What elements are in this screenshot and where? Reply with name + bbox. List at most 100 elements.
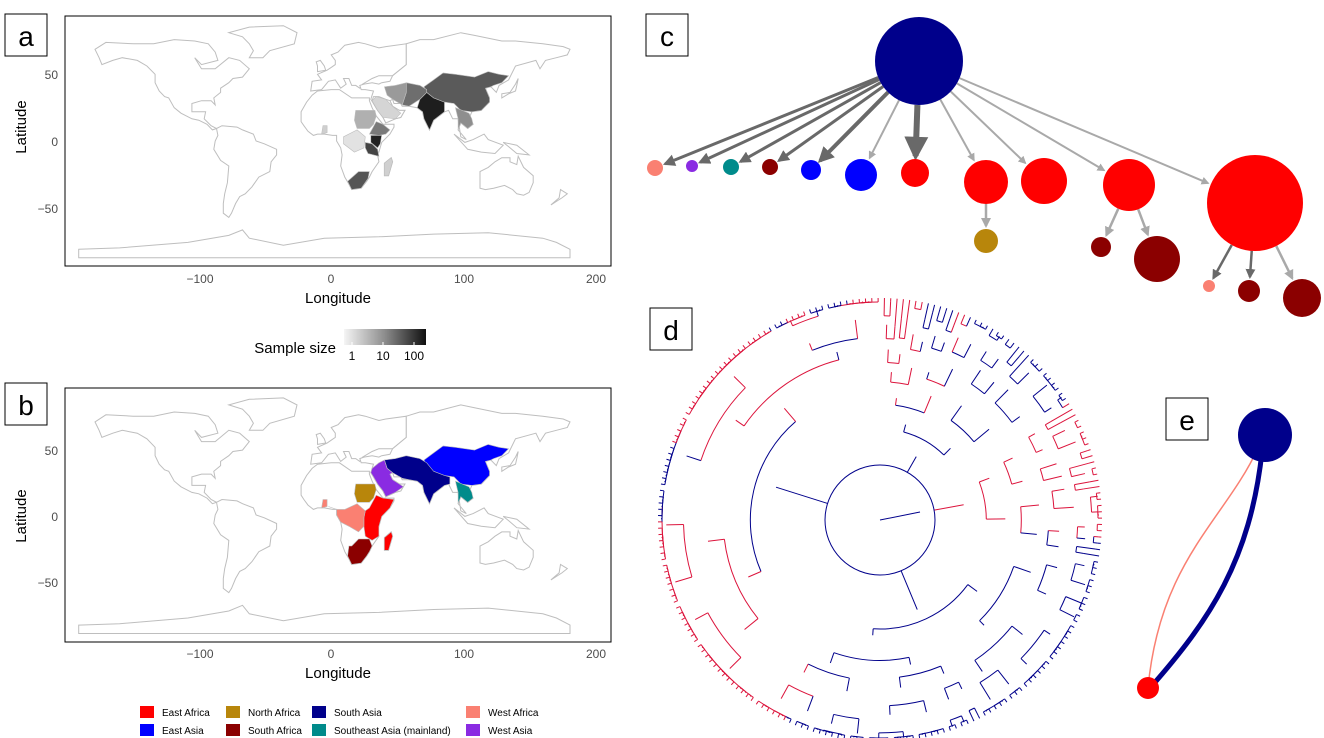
- tree-branch: [1077, 614, 1081, 617]
- legend-swatch: [466, 724, 480, 736]
- tree-arc: [666, 565, 669, 572]
- tree-arc: [1073, 614, 1077, 621]
- legend-label: North Africa: [248, 708, 301, 719]
- land-newguinea: [502, 515, 531, 530]
- region-north-africa: [354, 483, 377, 503]
- tree-arc: [702, 388, 707, 394]
- legend-swatch: [312, 724, 326, 736]
- ytick: 50: [45, 68, 59, 82]
- tree-branch: [803, 311, 806, 315]
- tree-arc: [707, 612, 742, 658]
- tree-arc: [1089, 497, 1093, 513]
- tree-branch: [791, 316, 794, 320]
- tree-branch: [815, 307, 817, 311]
- ytick: 50: [45, 444, 59, 458]
- land-japan: [501, 451, 519, 473]
- tree-branch: [1062, 397, 1066, 401]
- tree-branch: [900, 299, 904, 319]
- tree-branch: [794, 722, 797, 726]
- tree-branch: [1034, 365, 1037, 368]
- tree-branch: [737, 685, 740, 688]
- tree-branch: [669, 588, 673, 591]
- tree-branch: [1024, 683, 1028, 687]
- tree-branch: [807, 696, 814, 712]
- tree-branch: [1059, 609, 1075, 618]
- tree-branch: [1083, 486, 1100, 490]
- tree-branch: [682, 417, 686, 420]
- tree-branch: [706, 380, 710, 384]
- tree-branch: [1020, 504, 1040, 508]
- tree-branch: [789, 719, 792, 723]
- tree-branch: [979, 682, 991, 700]
- legend-label: West Asia: [488, 726, 533, 737]
- tree-branch: [1047, 422, 1061, 430]
- tree-branch: [747, 341, 751, 345]
- legend-label: Southeast Asia (mainland): [334, 726, 451, 737]
- tree-branch: [783, 717, 786, 721]
- legend-swatch: [226, 724, 240, 736]
- tree-branch: [818, 730, 821, 734]
- tree-arc: [1039, 468, 1044, 481]
- network-edge: [956, 82, 1106, 172]
- sample-size-legend-title: Sample size: [254, 340, 336, 357]
- tree-arc: [1059, 596, 1067, 610]
- tree-branch: [980, 322, 983, 326]
- land-nz: [550, 188, 569, 206]
- tree-branch: [932, 304, 936, 313]
- tree-branch: [701, 392, 703, 394]
- tree-branch: [1059, 392, 1063, 396]
- sampled-region: [343, 129, 366, 153]
- xtick: 200: [586, 272, 606, 286]
- tree-branch: [1080, 450, 1088, 454]
- tree-branch: [837, 734, 839, 738]
- tree-arc: [833, 652, 910, 661]
- map-a-ylabel: Latitude: [13, 100, 30, 153]
- tree-branch: [854, 319, 859, 339]
- tree-branch: [1074, 481, 1090, 486]
- tree-branch: [846, 677, 850, 692]
- legend-label: South Africa: [248, 726, 302, 737]
- tree-branch: [980, 351, 987, 361]
- tree-arc: [749, 421, 796, 572]
- tree-branch: [675, 576, 693, 583]
- map-b: [78, 397, 571, 634]
- network-edge: [1212, 244, 1233, 280]
- tree-branch: [966, 319, 970, 327]
- tree-branch: [921, 301, 923, 306]
- tree-branch: [1064, 636, 1069, 639]
- tree-branch: [779, 321, 783, 325]
- sampled-region: [384, 157, 393, 176]
- tree-branch: [968, 710, 974, 719]
- tree-branch: [1044, 407, 1052, 413]
- tree-branch: [764, 333, 767, 335]
- tree-arc: [1041, 661, 1047, 667]
- tree-branch: [1079, 608, 1083, 611]
- network-node: [801, 160, 821, 180]
- tree-arc: [1058, 395, 1063, 401]
- network-edge: [939, 99, 975, 162]
- tree-branch: [812, 728, 815, 732]
- tree-branch: [1092, 467, 1096, 470]
- panel-e-label: e: [1179, 405, 1195, 436]
- network-node: [1238, 280, 1260, 302]
- sample-size-tick: 1: [349, 349, 356, 363]
- tree-arc: [1076, 526, 1079, 539]
- tree-arc: [873, 584, 969, 630]
- network-node: [901, 159, 929, 187]
- tree-branch: [757, 334, 761, 338]
- region-west-asia: [370, 459, 405, 498]
- tree-arc: [740, 348, 746, 353]
- tree-arc: [1028, 436, 1037, 453]
- panel-c: c: [645, 13, 1321, 317]
- tree-branch: [1011, 416, 1021, 423]
- tree-branch: [697, 397, 700, 399]
- tree-branch: [677, 429, 681, 432]
- tree-branch: [729, 657, 742, 669]
- tree-branch: [691, 401, 696, 404]
- tree-branch: [1085, 443, 1089, 446]
- tree-branch: [757, 700, 759, 703]
- tree-branch: [679, 423, 683, 426]
- tree-branch: [686, 455, 701, 462]
- map-b-xlabel: Longitude: [305, 665, 371, 682]
- tree-branch: [979, 477, 990, 483]
